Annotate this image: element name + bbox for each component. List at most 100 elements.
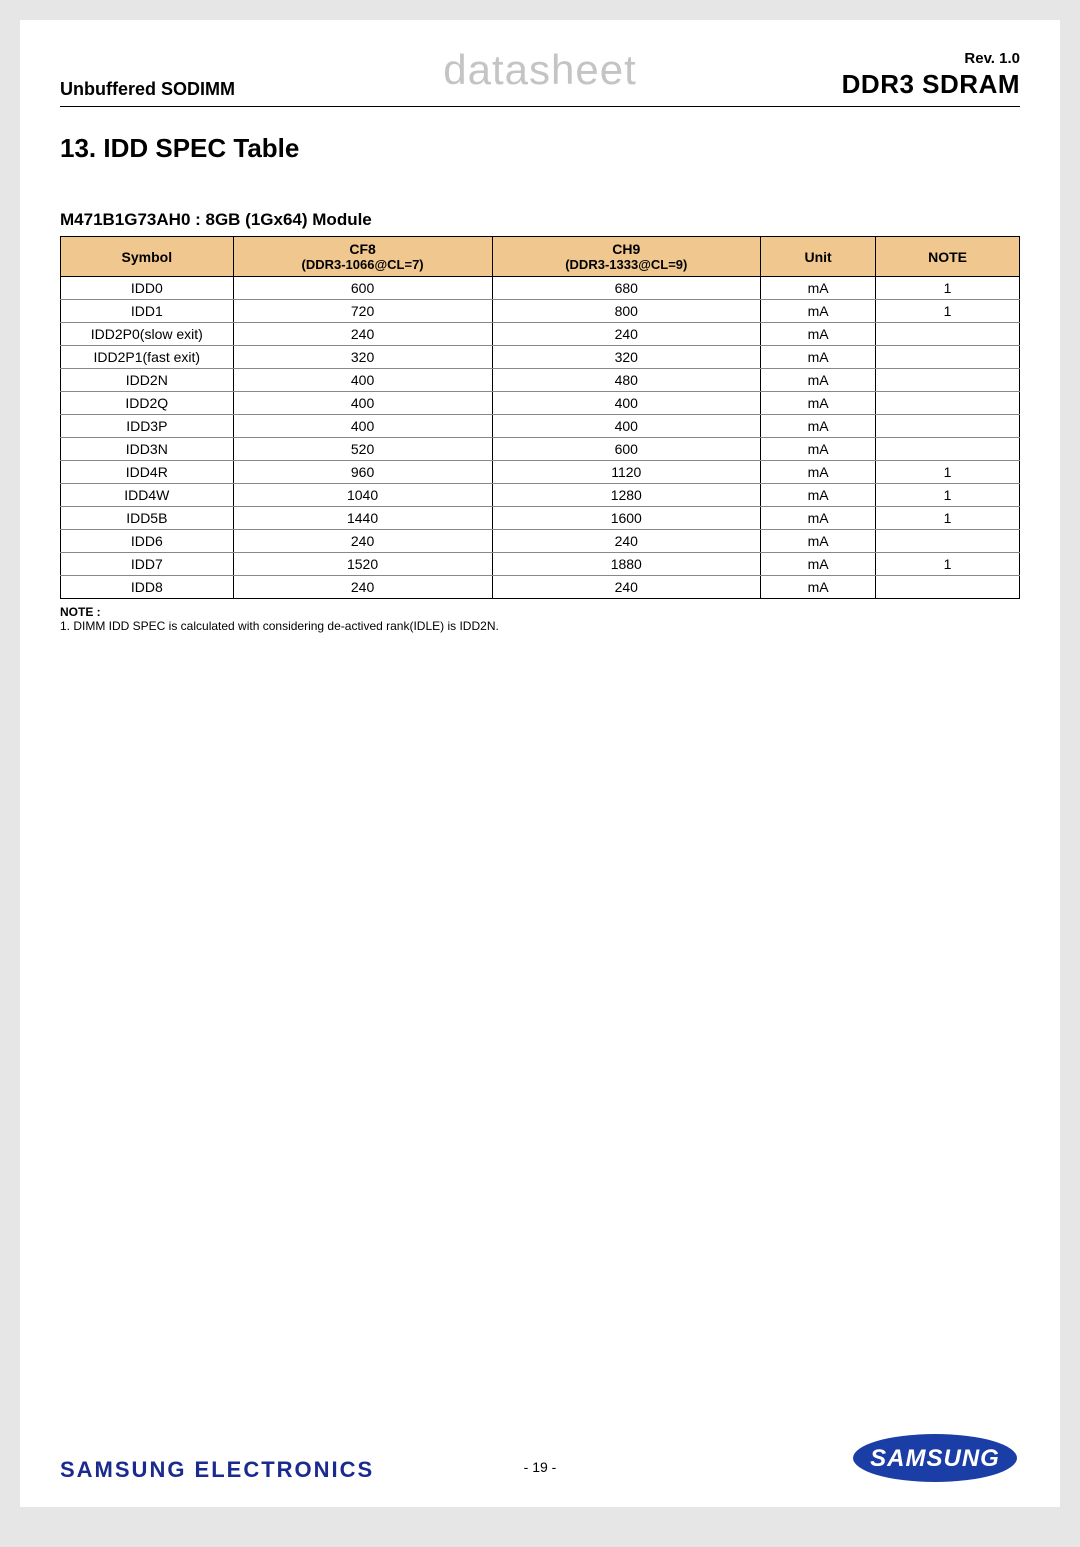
table-cell: 480 — [492, 369, 761, 392]
table-cell: 600 — [233, 277, 492, 300]
table-cell: 240 — [492, 323, 761, 346]
table-cell: 400 — [492, 415, 761, 438]
table-cell — [876, 346, 1020, 369]
table-cell: 1 — [876, 553, 1020, 576]
table-cell: 1 — [876, 461, 1020, 484]
table-row: IDD2N400480mA — [61, 369, 1020, 392]
table-cell: 960 — [233, 461, 492, 484]
table-cell: 800 — [492, 300, 761, 323]
table-cell: IDD5B — [61, 507, 234, 530]
header-left: Unbuffered SODIMM — [60, 79, 235, 100]
table-cell: mA — [761, 461, 876, 484]
samsung-logo-icon: SAMSUNG — [850, 1426, 1020, 1482]
table-cell: IDD2Q — [61, 392, 234, 415]
table-row: IDD5B14401600mA1 — [61, 507, 1020, 530]
table-cell: 240 — [233, 530, 492, 553]
table-cell — [876, 323, 1020, 346]
table-cell: 400 — [492, 392, 761, 415]
table-cell: mA — [761, 553, 876, 576]
revision-label: Rev. 1.0 — [842, 50, 1020, 67]
table-header-cell: Unit — [761, 237, 876, 277]
table-cell: 240 — [233, 576, 492, 599]
table-cell: IDD4W — [61, 484, 234, 507]
table-cell: mA — [761, 346, 876, 369]
header-center-watermark: datasheet — [443, 46, 637, 94]
footer-company: SAMSUNG ELECTRONICS — [60, 1457, 374, 1483]
table-row: IDD2P1(fast exit)320320mA — [61, 346, 1020, 369]
idd-spec-table: SymbolCF8(DDR3-1066@CL=7)CH9(DDR3-1333@C… — [60, 236, 1020, 599]
table-cell — [876, 392, 1020, 415]
table-row: IDD4R9601120mA1 — [61, 461, 1020, 484]
section-title: 13. IDD SPEC Table — [60, 133, 1020, 164]
table-cell: IDD2P1(fast exit) — [61, 346, 234, 369]
table-cell: mA — [761, 277, 876, 300]
table-cell: 1520 — [233, 553, 492, 576]
footer-page-number: - 19 - — [524, 1459, 557, 1475]
table-cell: 240 — [492, 576, 761, 599]
table-cell: 1040 — [233, 484, 492, 507]
table-cell: IDD7 — [61, 553, 234, 576]
table-cell: 400 — [233, 392, 492, 415]
table-cell: 1 — [876, 277, 1020, 300]
table-cell — [876, 576, 1020, 599]
table-cell: mA — [761, 392, 876, 415]
module-subtitle: M471B1G73AH0 : 8GB (1Gx64) Module — [60, 210, 1020, 230]
table-row: IDD2P0(slow exit)240240mA — [61, 323, 1020, 346]
table-cell: 320 — [492, 346, 761, 369]
footer-logo: SAMSUNG — [850, 1426, 1020, 1487]
table-cell — [876, 530, 1020, 553]
svg-text:SAMSUNG: SAMSUNG — [870, 1445, 1000, 1472]
table-cell: 240 — [233, 323, 492, 346]
table-cell: mA — [761, 438, 876, 461]
table-row: IDD3P400400mA — [61, 415, 1020, 438]
table-header-cell: Symbol — [61, 237, 234, 277]
page: Unbuffered SODIMM datasheet Rev. 1.0 DDR… — [20, 20, 1060, 1507]
table-row: IDD4W10401280mA1 — [61, 484, 1020, 507]
table-header-cell: NOTE — [876, 237, 1020, 277]
table-cell: 1880 — [492, 553, 761, 576]
footer: SAMSUNG ELECTRONICS - 19 - SAMSUNG — [60, 1413, 1020, 1483]
table-cell: mA — [761, 484, 876, 507]
table-cell: 1280 — [492, 484, 761, 507]
table-cell: IDD3P — [61, 415, 234, 438]
table-cell: 240 — [492, 530, 761, 553]
table-row: IDD715201880mA1 — [61, 553, 1020, 576]
table-cell: 320 — [233, 346, 492, 369]
table-cell: 720 — [233, 300, 492, 323]
product-label: DDR3 SDRAM — [842, 69, 1020, 100]
table-cell: IDD1 — [61, 300, 234, 323]
table-header-row: SymbolCF8(DDR3-1066@CL=7)CH9(DDR3-1333@C… — [61, 237, 1020, 277]
table-row: IDD6240240mA — [61, 530, 1020, 553]
table-cell: IDD4R — [61, 461, 234, 484]
table-cell: IDD0 — [61, 277, 234, 300]
table-cell: 1440 — [233, 507, 492, 530]
table-cell: 600 — [492, 438, 761, 461]
table-cell: 680 — [492, 277, 761, 300]
note-block: NOTE : 1. DIMM IDD SPEC is calculated wi… — [60, 605, 1020, 633]
table-cell: IDD2P0(slow exit) — [61, 323, 234, 346]
table-cell: 1600 — [492, 507, 761, 530]
table-cell: mA — [761, 415, 876, 438]
table-cell: mA — [761, 530, 876, 553]
note-text: 1. DIMM IDD SPEC is calculated with cons… — [60, 619, 499, 633]
table-cell — [876, 369, 1020, 392]
table-cell: IDD2N — [61, 369, 234, 392]
table-cell: mA — [761, 507, 876, 530]
table-cell: IDD3N — [61, 438, 234, 461]
table-cell: 400 — [233, 369, 492, 392]
table-cell — [876, 438, 1020, 461]
table-cell: IDD6 — [61, 530, 234, 553]
table-cell: 1120 — [492, 461, 761, 484]
table-cell: IDD8 — [61, 576, 234, 599]
table-row: IDD3N520600mA — [61, 438, 1020, 461]
table-cell: 1 — [876, 507, 1020, 530]
header-right: Rev. 1.0 DDR3 SDRAM — [842, 50, 1020, 100]
header-bar: Unbuffered SODIMM datasheet Rev. 1.0 DDR… — [60, 50, 1020, 107]
table-cell: mA — [761, 300, 876, 323]
note-label: NOTE : — [60, 605, 101, 619]
table-header-cell: CF8(DDR3-1066@CL=7) — [233, 237, 492, 277]
table-row: IDD0600680mA1 — [61, 277, 1020, 300]
table-cell — [876, 415, 1020, 438]
table-row: IDD2Q400400mA — [61, 392, 1020, 415]
table-row: IDD1720800mA1 — [61, 300, 1020, 323]
